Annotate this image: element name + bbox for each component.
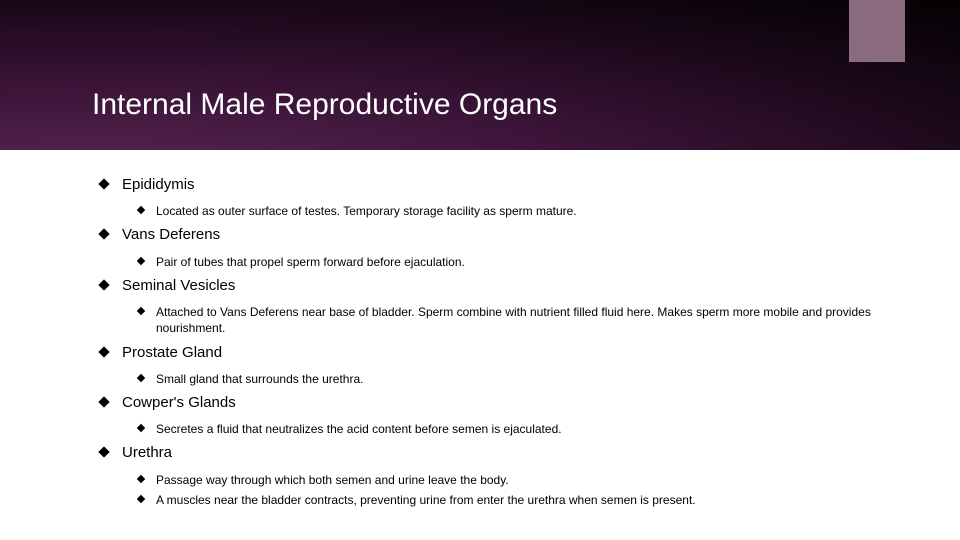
list-item-heading: Vans Deferens: [122, 225, 920, 245]
bullet-icon: [137, 206, 145, 214]
list-subitem-row: Small gland that surrounds the urethra.: [138, 371, 920, 387]
accent-bar: [849, 0, 905, 62]
slide: Internal Male Reproductive Organs Epidid…: [0, 0, 960, 540]
spacer: [100, 413, 920, 421]
header-band: [0, 0, 960, 150]
bullet-icon: [98, 447, 109, 458]
content-area: Epididymis Located as outer surface of te…: [100, 175, 920, 514]
spacer: [100, 464, 920, 472]
list-subitem-row: Pair of tubes that propel sperm forward …: [138, 254, 920, 270]
list-item-heading: Urethra: [122, 443, 920, 463]
list-item-heading: Cowper's Glands: [122, 393, 920, 413]
list-subitem-text: Passage way through which both semen and…: [156, 472, 920, 488]
list-item-heading-row: Prostate Gland: [100, 343, 920, 363]
spacer: [100, 195, 920, 203]
bullet-icon: [137, 474, 145, 482]
list-item-heading: Prostate Gland: [122, 343, 920, 363]
list-item: Seminal Vesicles Attached to Vans Deferen…: [100, 276, 920, 337]
list-subitem-text: A muscles near the bladder contracts, pr…: [156, 492, 920, 508]
list-subitem-row: Located as outer surface of testes. Temp…: [138, 203, 920, 219]
bullet-icon: [98, 229, 109, 240]
list-item: Urethra Passage way through which both se…: [100, 443, 920, 508]
bullet-icon: [137, 424, 145, 432]
bullet-icon: [98, 346, 109, 357]
list-item: Epididymis Located as outer surface of te…: [100, 175, 920, 219]
list-item: Cowper's Glands Secretes a fluid that neu…: [100, 393, 920, 437]
list-item-heading-row: Vans Deferens: [100, 225, 920, 245]
bullet-icon: [137, 374, 145, 382]
spacer: [100, 246, 920, 254]
list-item-heading-row: Urethra: [100, 443, 920, 463]
list-subitem-row: Passage way through which both semen and…: [138, 472, 920, 488]
list-item-heading-row: Epididymis: [100, 175, 920, 195]
list-item-heading: Seminal Vesicles: [122, 276, 920, 296]
list-subitem-row: Attached to Vans Deferens near base of b…: [138, 304, 920, 336]
list-subitem-text: Pair of tubes that propel sperm forward …: [156, 254, 920, 270]
bullet-icon: [137, 307, 145, 315]
list-subitem-text: Small gland that surrounds the urethra.: [156, 371, 920, 387]
list-subitem-text: Attached to Vans Deferens near base of b…: [156, 304, 920, 336]
spacer: [100, 363, 920, 371]
bullet-icon: [98, 178, 109, 189]
bullet-icon: [137, 256, 145, 264]
page-title: Internal Male Reproductive Organs: [92, 88, 557, 122]
spacer: [100, 296, 920, 304]
list-item: Vans Deferens Pair of tubes that propel s…: [100, 225, 920, 269]
list-item-heading-row: Cowper's Glands: [100, 393, 920, 413]
list-subitem-text: Located as outer surface of testes. Temp…: [156, 203, 920, 219]
bullet-icon: [98, 279, 109, 290]
bullet-icon: [137, 495, 145, 503]
list-subitem-text: Secretes a fluid that neutralizes the ac…: [156, 421, 920, 437]
bullet-icon: [98, 396, 109, 407]
list-subitem-row: Secretes a fluid that neutralizes the ac…: [138, 421, 920, 437]
list-item-heading-row: Seminal Vesicles: [100, 276, 920, 296]
list-item: Prostate Gland Small gland that surrounds…: [100, 343, 920, 387]
list-subitem-row: A muscles near the bladder contracts, pr…: [138, 492, 920, 508]
list-item-heading: Epididymis: [122, 175, 920, 195]
